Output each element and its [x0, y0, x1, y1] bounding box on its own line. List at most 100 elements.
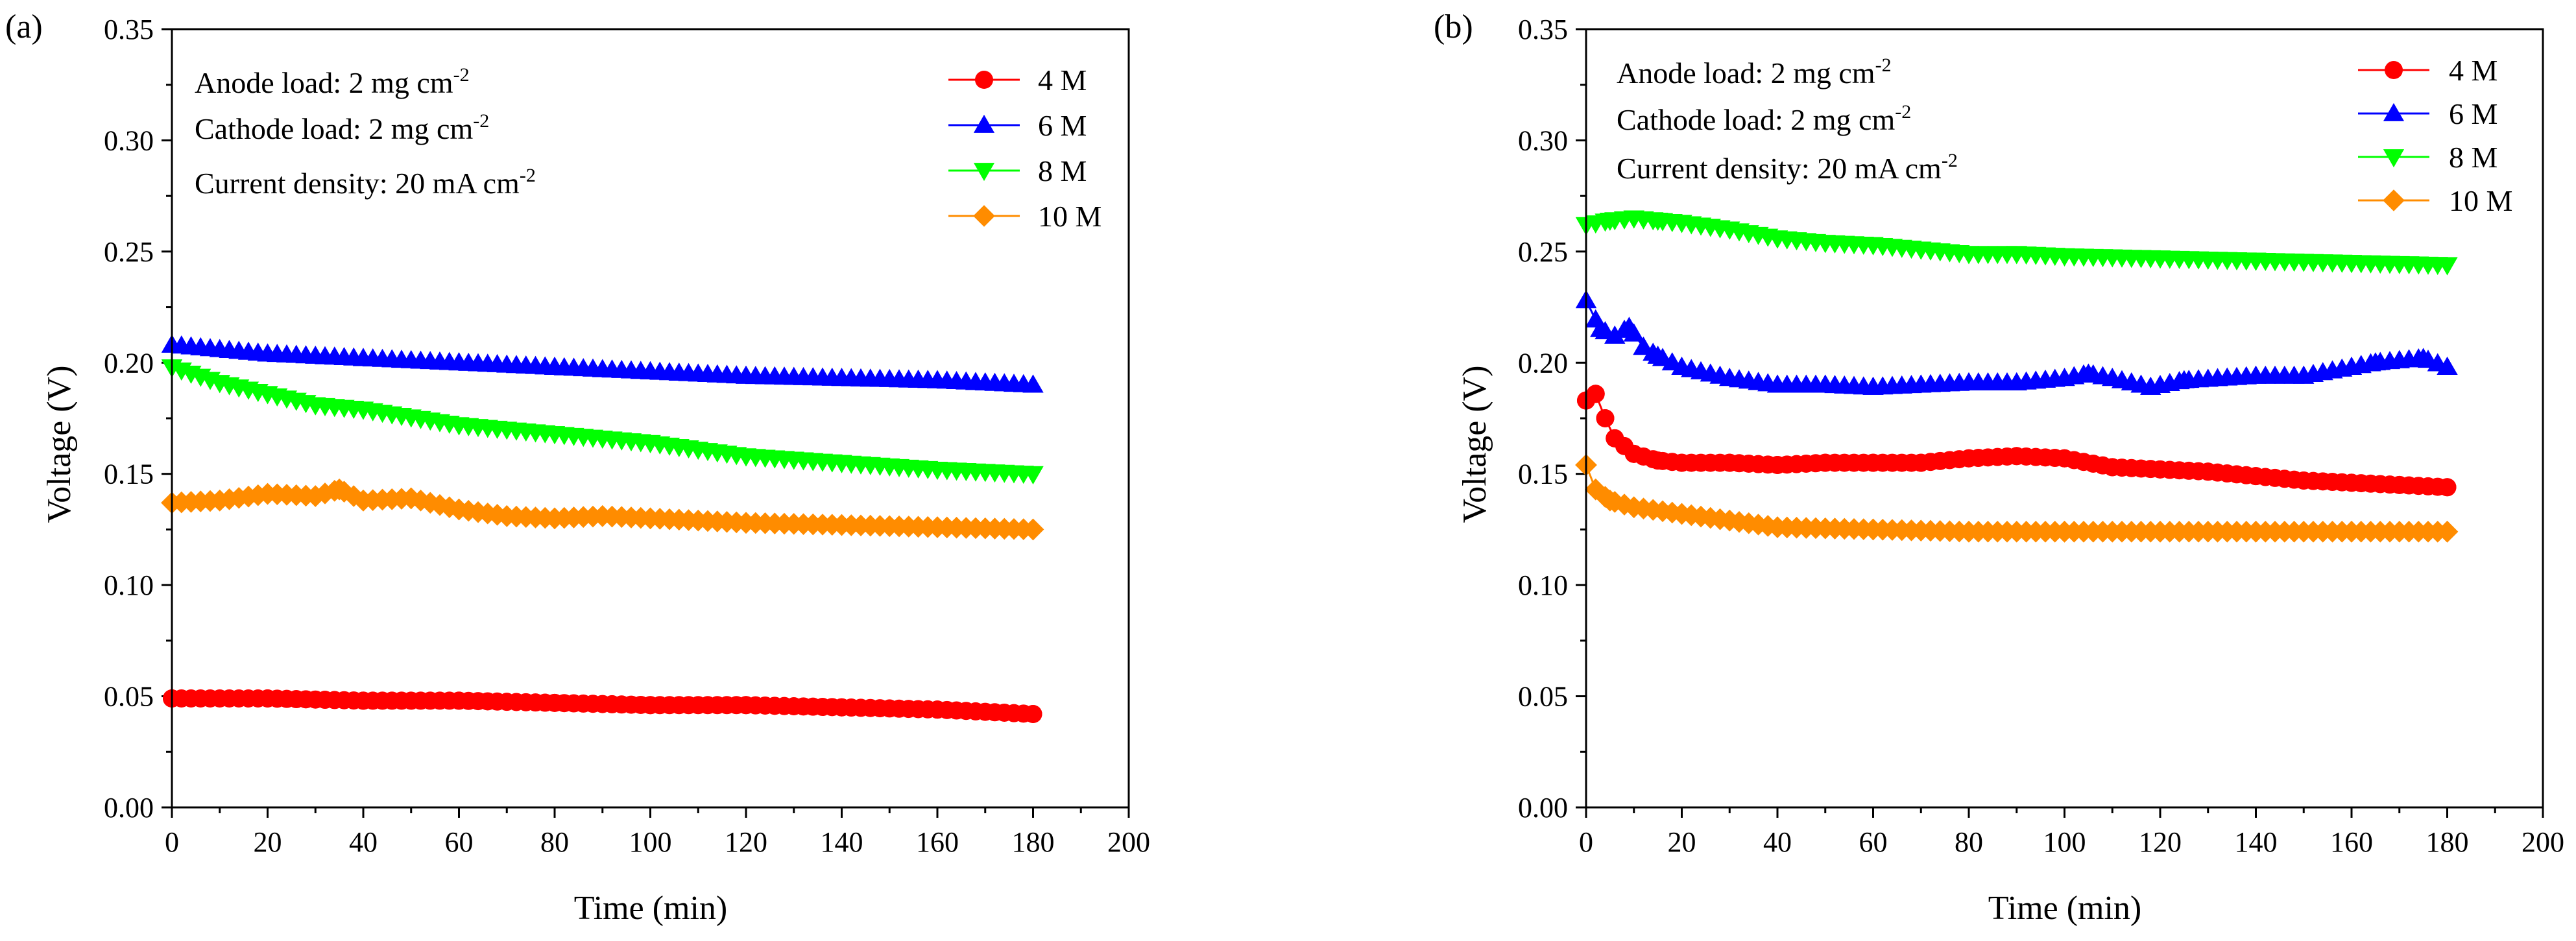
panel-a-y-tick-labels: 0.00 0.05 0.10 0.15 0.20 0.25 0.30 0.35 — [104, 14, 154, 824]
data-marker-6-m — [1022, 374, 1044, 393]
data-marker-6-m — [1623, 323, 1644, 342]
current-density-text: Current density: 20 mA cm — [195, 167, 520, 200]
legend-label-4-m: 4 M — [1038, 64, 1087, 97]
y-tick-label-0-05: 0.05 — [104, 681, 154, 713]
panel-b-ticks — [1576, 28, 2544, 818]
panel-a-anode-load: Anode load: 2 mg cm-2 — [195, 64, 470, 99]
legend-label-10-m: 10 M — [2449, 184, 2512, 217]
x-tick-label-120: 120 — [725, 826, 767, 858]
legend-label-4-m: 4 M — [2449, 54, 2498, 87]
y-tick-label-0-00: 0.00 — [1518, 792, 1568, 824]
panel-a-y-axis-title: Voltage (V) — [41, 365, 78, 523]
x-tick-label-40: 40 — [349, 826, 378, 858]
x-tick-label-180: 180 — [2426, 826, 2469, 858]
legend-entry-4-m: 4 M — [2358, 54, 2498, 87]
data-marker-8-m — [1022, 466, 1044, 484]
cathode-load-sup: -2 — [1895, 101, 1911, 123]
panel-a-x-tick-labels: 0 20 40 60 80 100 120 140 160 180 200 — [165, 826, 1150, 858]
legend-entry-8-m: 8 M — [2358, 141, 2498, 174]
x-tick-label-200: 200 — [1107, 826, 1150, 858]
series-6-m — [1575, 290, 2458, 395]
series-8-m — [1575, 210, 2458, 276]
legend-marker-4-m — [2385, 61, 2403, 79]
x-tick-label-200: 200 — [2522, 826, 2564, 858]
cathode-load-text: Cathode load: 2 mg cm — [195, 112, 473, 145]
x-tick-label-160: 160 — [916, 826, 959, 858]
panel-a-annotation: Anode load: 2 mg cm-2 Cathode load: 2 mg… — [195, 64, 536, 200]
cathode-load-sup: -2 — [473, 110, 489, 132]
y-tick-label-0-10: 0.10 — [104, 569, 154, 601]
panel-b-y-axis-title: Voltage (V) — [1456, 365, 1493, 523]
data-marker-10-m — [343, 485, 365, 507]
anode-load-text: Anode load: 2 mg cm — [195, 66, 453, 99]
panel-a-series-layer — [161, 334, 1044, 723]
legend-label-6-m: 6 M — [1038, 109, 1087, 142]
panel-b-x-axis-title: Time (min) — [1988, 890, 2141, 927]
x-tick-label-160: 160 — [2330, 826, 2373, 858]
panel-a-cathode-load: Cathode load: 2 mg cm-2 — [195, 110, 489, 145]
panel-a: (a) 0.00 0.05 0.10 0.15 0.20 0.25 0.30 0.35 0 20… — [5, 8, 1150, 927]
series-4-m — [163, 689, 1042, 723]
legend-marker-6-m — [973, 114, 995, 133]
y-tick-label-0-35: 0.35 — [1518, 14, 1568, 45]
series-4-m — [1577, 385, 2457, 497]
x-tick-label-180: 180 — [1012, 826, 1055, 858]
legend-marker-10-m — [2383, 189, 2405, 211]
data-marker-4-m — [1586, 385, 1605, 403]
data-marker-8-m — [2437, 257, 2458, 276]
data-marker-10-m — [304, 485, 327, 507]
data-marker-6-m — [1585, 309, 1606, 328]
panel-a-x-axis-title: Time (min) — [574, 890, 727, 927]
x-tick-label-20: 20 — [1668, 826, 1696, 858]
x-tick-label-120: 120 — [2139, 826, 2182, 858]
series-8-m — [161, 359, 1044, 484]
series-6-m — [161, 334, 1044, 393]
data-marker-10-m — [409, 490, 432, 512]
panel-a-current-density: Current density: 20 mA cm-2 — [195, 165, 536, 200]
anode-load-text: Anode load: 2 mg cm — [1617, 56, 1875, 89]
legend-entry-8-m: 8 M — [948, 154, 1087, 187]
legend-marker-10-m — [973, 205, 995, 227]
legend-label-6-m: 6 M — [2449, 97, 2498, 130]
panel-b: (b) 0.00 0.05 0.10 0.15 0.20 0.25 0.30 0.35 0 20… — [1434, 8, 2564, 927]
panel-a-plot-frame — [171, 28, 1130, 809]
legend-marker-8-m — [2383, 149, 2405, 168]
legend-label-10-m: 10 M — [1038, 200, 1101, 233]
panel-b-y-tick-labels: 0.00 0.05 0.10 0.15 0.20 0.25 0.30 0.35 — [1518, 14, 1568, 824]
legend-entry-6-m: 6 M — [948, 109, 1087, 142]
x-tick-label-140: 140 — [821, 826, 863, 858]
y-tick-label-0-15: 0.15 — [1518, 459, 1568, 490]
y-tick-label-0-25: 0.25 — [1518, 236, 1568, 268]
panel-a-label: (a) — [5, 8, 43, 45]
data-marker-6-m — [2437, 357, 2458, 375]
cathode-load-text: Cathode load: 2 mg cm — [1617, 103, 1895, 136]
x-tick-label-60: 60 — [1859, 826, 1888, 858]
data-marker-4-m — [1596, 409, 1615, 427]
panel-b-series-layer — [1575, 210, 2459, 543]
anode-load-sup: -2 — [453, 64, 470, 86]
panel-b-legend: 4 M 6 M 8 M 10 M — [2358, 54, 2512, 217]
y-tick-label-0-15: 0.15 — [104, 459, 154, 490]
legend-entry-6-m: 6 M — [2358, 97, 2498, 130]
x-tick-label-80: 80 — [540, 826, 569, 858]
data-marker-10-m — [2436, 521, 2459, 543]
x-tick-label-100: 100 — [629, 826, 672, 858]
legend-label-8-m: 8 M — [1038, 154, 1087, 187]
legend-marker-8-m — [973, 163, 995, 182]
y-tick-label-0-35: 0.35 — [104, 14, 154, 45]
panel-b-cathode-load: Cathode load: 2 mg cm-2 — [1617, 101, 1911, 136]
panel-a-legend: 4 M 6 M 8 M 10 M — [948, 64, 1101, 233]
x-tick-label-100: 100 — [2043, 826, 2086, 858]
y-tick-label-0-20: 0.20 — [1518, 347, 1568, 379]
x-tick-label-60: 60 — [445, 826, 474, 858]
data-marker-4-m — [2438, 478, 2457, 497]
legend-label-8-m: 8 M — [2449, 141, 2498, 174]
legend-entry-4-m: 4 M — [948, 64, 1087, 97]
x-tick-label-0: 0 — [165, 826, 179, 858]
legend-marker-6-m — [2383, 102, 2405, 121]
data-marker-10-m — [1022, 518, 1044, 541]
anode-load-sup: -2 — [1875, 54, 1892, 76]
y-tick-label-0-20: 0.20 — [104, 347, 154, 379]
y-tick-label-0-30: 0.30 — [104, 125, 154, 156]
y-tick-label-0-00: 0.00 — [104, 792, 154, 824]
